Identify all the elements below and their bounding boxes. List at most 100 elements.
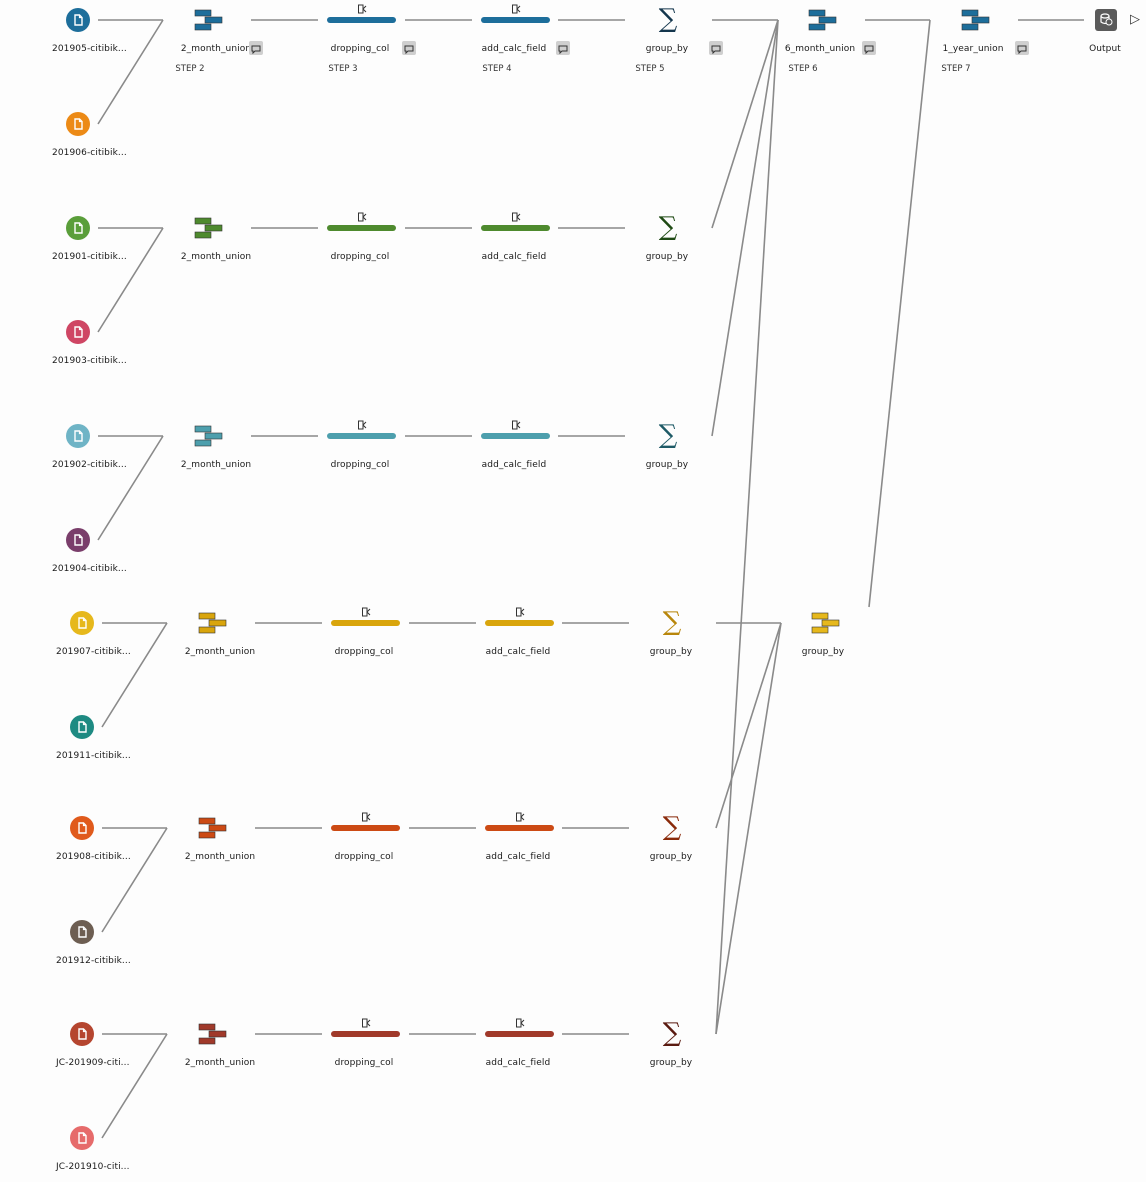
input-label: 201903-citibik... bbox=[52, 356, 127, 366]
file-icon bbox=[77, 718, 88, 737]
union-label: 2_month_union bbox=[184, 852, 256, 862]
calc-step-bar[interactable] bbox=[485, 1031, 554, 1037]
run-flow-button[interactable]: ▷ bbox=[1130, 13, 1140, 26]
sigma-icon[interactable]: ∑ bbox=[658, 212, 678, 242]
calc-label: add_calc_field bbox=[485, 852, 551, 862]
annotation-button[interactable] bbox=[862, 41, 876, 55]
file-icon bbox=[73, 427, 84, 446]
final-union-node[interactable] bbox=[961, 9, 991, 35]
union-label: 2_month_union bbox=[180, 460, 252, 470]
union-icon bbox=[811, 612, 841, 638]
input-label: 201907-citibik... bbox=[56, 647, 131, 657]
clean-step-bar[interactable] bbox=[331, 825, 400, 831]
union-node[interactable] bbox=[198, 817, 228, 843]
clean-step-icon bbox=[357, 212, 367, 225]
input-node[interactable] bbox=[66, 320, 90, 344]
input-node[interactable] bbox=[66, 528, 90, 552]
clean-step-bar[interactable] bbox=[331, 620, 400, 626]
clean-step-bar[interactable] bbox=[327, 225, 396, 231]
calc-label: add_calc_field bbox=[481, 460, 547, 470]
flow-link bbox=[715, 19, 779, 1035]
input-label: 201905-citibik... bbox=[52, 44, 127, 54]
clean-step-icon bbox=[357, 420, 367, 433]
input-node[interactable] bbox=[70, 920, 94, 944]
calc-step-bar[interactable] bbox=[481, 433, 550, 439]
file-icon bbox=[77, 923, 88, 942]
file-icon bbox=[77, 614, 88, 633]
sigma-icon[interactable]: ∑ bbox=[662, 812, 682, 842]
annotation-button[interactable] bbox=[709, 41, 723, 55]
clean-step-icon bbox=[511, 420, 521, 433]
flow-link bbox=[101, 1033, 168, 1139]
sigma-icon[interactable]: ∑ bbox=[662, 1018, 682, 1048]
sigma-icon[interactable]: ∑ bbox=[662, 607, 682, 637]
merge-union-node[interactable] bbox=[808, 9, 838, 35]
input-node[interactable] bbox=[70, 611, 94, 635]
annotation-button[interactable] bbox=[402, 41, 416, 55]
flow-link bbox=[715, 622, 782, 1035]
calc-label: add_calc_field bbox=[485, 647, 551, 657]
input-label: 201902-citibik... bbox=[52, 460, 127, 470]
calc-step-bar[interactable] bbox=[481, 225, 550, 231]
input-node[interactable] bbox=[66, 112, 90, 136]
calc-step-bar[interactable] bbox=[481, 17, 550, 23]
output-label: Output bbox=[1089, 44, 1121, 54]
group-label: group_by bbox=[649, 647, 693, 657]
sigma-icon[interactable]: ∑ bbox=[658, 420, 678, 450]
flow-link bbox=[97, 227, 164, 333]
input-label: 201901-citibik... bbox=[52, 252, 127, 262]
output-node[interactable] bbox=[1095, 9, 1117, 31]
file-icon bbox=[73, 531, 84, 550]
output-icon bbox=[1099, 11, 1113, 30]
annotation-button[interactable] bbox=[1015, 41, 1029, 55]
flow-link bbox=[711, 19, 779, 229]
union-icon bbox=[194, 425, 224, 451]
union-icon bbox=[198, 612, 228, 638]
flow-link bbox=[97, 19, 164, 125]
union-icon bbox=[198, 1023, 228, 1049]
clean-step-bar[interactable] bbox=[331, 1031, 400, 1037]
input-node[interactable] bbox=[70, 715, 94, 739]
calc-step-bar[interactable] bbox=[485, 825, 554, 831]
input-node[interactable] bbox=[70, 1126, 94, 1150]
input-label: 201904-citibik... bbox=[52, 564, 127, 574]
input-node[interactable] bbox=[70, 816, 94, 840]
union-node[interactable] bbox=[194, 425, 224, 451]
final-union-label: 1_year_union bbox=[942, 44, 1004, 54]
union-node[interactable] bbox=[194, 9, 224, 35]
calc-label: add_calc_field bbox=[481, 44, 547, 54]
union-node[interactable] bbox=[198, 1023, 228, 1049]
group-label: group_by bbox=[645, 252, 689, 262]
drop-label: dropping_col bbox=[334, 1058, 394, 1068]
input-node[interactable] bbox=[66, 8, 90, 32]
drop-label: dropping_col bbox=[334, 647, 394, 657]
annotation-button[interactable] bbox=[249, 41, 263, 55]
clean-step-bar[interactable] bbox=[327, 17, 396, 23]
annotation-icon bbox=[864, 39, 874, 58]
union-label: 2_month_union bbox=[184, 1058, 256, 1068]
input-node[interactable] bbox=[66, 216, 90, 240]
annotation-icon bbox=[711, 39, 721, 58]
flow-link bbox=[868, 19, 931, 608]
clean-step-icon bbox=[515, 1018, 525, 1031]
sigma-icon[interactable]: ∑ bbox=[658, 4, 678, 34]
group-label: group_by bbox=[645, 44, 689, 54]
input-label: 201906-citibik... bbox=[52, 148, 127, 158]
step-label: STEP 7 bbox=[941, 64, 971, 74]
group-label: group_by bbox=[649, 852, 693, 862]
clean-step-bar[interactable] bbox=[327, 433, 396, 439]
union-node[interactable] bbox=[198, 612, 228, 638]
union-label: 2_month_union bbox=[184, 647, 256, 657]
merge-bottom-node[interactable] bbox=[811, 612, 841, 638]
union-node[interactable] bbox=[194, 217, 224, 243]
flow-link bbox=[711, 19, 779, 437]
calc-step-bar[interactable] bbox=[485, 620, 554, 626]
input-node[interactable] bbox=[66, 424, 90, 448]
drop-label: dropping_col bbox=[334, 852, 394, 862]
annotation-icon bbox=[251, 39, 261, 58]
step-label: STEP 3 bbox=[328, 64, 358, 74]
annotation-button[interactable] bbox=[556, 41, 570, 55]
input-node[interactable] bbox=[70, 1022, 94, 1046]
